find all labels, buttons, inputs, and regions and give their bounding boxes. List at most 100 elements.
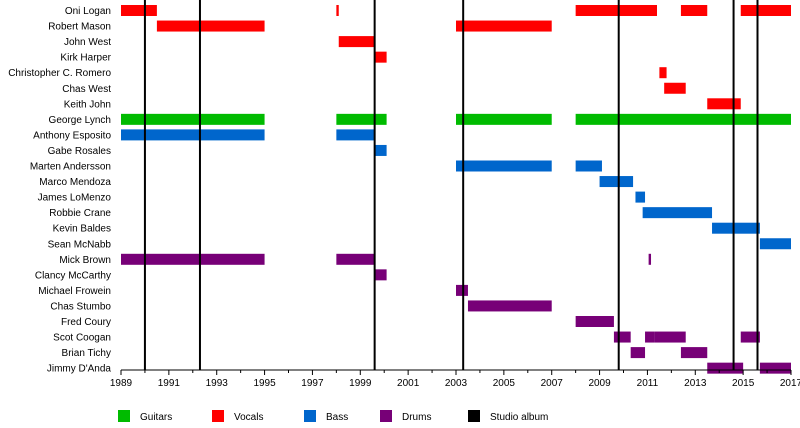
legend-label-studio-album: Studio album: [490, 412, 548, 423]
member-label-mick-brown: Mick Brown: [59, 255, 111, 266]
bar-jimmy-d-anda-drums-1: [707, 362, 744, 374]
member-label-kirk-harper: Kirk Harper: [60, 53, 111, 64]
member-label-fred-coury: Fred Coury: [61, 317, 111, 328]
legend: Guitars Vocals Bass Drums Studio album: [118, 410, 548, 423]
bar-marten-andersson-bass-1: [456, 160, 552, 172]
member-label-anthony-esposito: Anthony Esposito: [33, 130, 111, 141]
bar-mick-brown-drums-1: [121, 253, 265, 265]
bar-mick-brown-drums-3: [648, 253, 652, 265]
bar-brian-tichy-drums-1: [630, 347, 646, 359]
x-tick-label-2011: 2011: [637, 378, 659, 389]
bar-george-lynch-guitars-3: [456, 113, 552, 125]
bar-michael-frowein-drums-1: [456, 284, 468, 296]
x-tick-label-2013: 2013: [684, 378, 707, 389]
bar-marco-mendoza-bass-1: [599, 176, 634, 188]
x-tick-label-2001: 2001: [397, 378, 420, 389]
member-label-john-west: John West: [64, 37, 111, 48]
bar-robbie-crane-bass-1: [642, 207, 713, 219]
bar-chas-west-vocals-1: [664, 82, 686, 94]
legend-label-guitars: Guitars: [140, 412, 172, 423]
bar-oni-logan-vocals-5: [740, 5, 791, 16]
member-label-marco-mendoza: Marco Mendoza: [39, 177, 111, 188]
bar-gabe-rosales-bass-1: [374, 144, 387, 156]
member-label-marten-andersson: Marten Andersson: [30, 162, 111, 173]
legend-swatch-bass: [304, 410, 316, 422]
bar-anthony-esposito-bass-1: [121, 129, 265, 141]
bar-john-west-vocals-1: [338, 36, 375, 48]
legend-item-drums: Drums: [380, 410, 431, 423]
member-label-christopher-c-romero: Christopher C. Romero: [8, 68, 111, 79]
x-tick-label-1995: 1995: [253, 378, 276, 389]
bar-scot-coogan-drums-4: [740, 331, 760, 343]
x-tick-label-2017: 2017: [780, 378, 800, 389]
member-label-robbie-crane: Robbie Crane: [49, 208, 111, 219]
legend-swatch-drums: [380, 410, 392, 422]
member-label-robert-mason: Robert Mason: [48, 22, 111, 33]
member-label-michael-frowein: Michael Frowein: [38, 286, 111, 297]
x-tick-label-1989: 1989: [110, 378, 133, 389]
x-tick-label-2015: 2015: [732, 378, 755, 389]
x-tick-label-1999: 1999: [349, 378, 372, 389]
bar-christopher-c-romero-vocals-1: [659, 67, 667, 79]
bar-fred-coury-drums-1: [575, 316, 614, 327]
legend-label-drums: Drums: [402, 412, 431, 423]
member-label-sean-mcnabb: Sean McNabb: [48, 239, 112, 250]
x-tick-label-1991: 1991: [158, 378, 181, 389]
bar-chas-stumbo-drums-1: [467, 300, 552, 312]
bar-keith-john-vocals-1: [707, 98, 741, 110]
x-tick-label-2003: 2003: [445, 378, 468, 389]
member-label-scot-coogan: Scot Coogan: [53, 333, 111, 344]
bar-james-lomenzo-bass-1: [635, 191, 646, 203]
bar-oni-logan-vocals-1: [121, 5, 157, 16]
member-label-brian-tichy: Brian Tichy: [62, 348, 111, 359]
legend-item-vocals: Vocals: [212, 410, 263, 423]
member-label-oni-logan: Oni Logan: [65, 6, 111, 17]
legend-label-vocals: Vocals: [234, 412, 263, 423]
member-label-george-lynch: George Lynch: [49, 115, 111, 126]
member-label-clancy-mccarthy: Clancy McCarthy: [35, 270, 111, 281]
bar-oni-logan-vocals-4: [680, 5, 708, 16]
bar-scot-coogan-drums-2: [645, 331, 655, 343]
x-axis: 1989 1991 1993 1995 1997 1999 2001 2003 2005 2007…: [110, 369, 800, 389]
x-tick-label-1993: 1993: [206, 378, 229, 389]
bar-oni-logan-vocals-3: [575, 5, 657, 16]
legend-item-guitars: Guitars: [118, 410, 172, 423]
studio-album-lines: [143, 0, 759, 370]
legend-swatch-guitars: [118, 410, 130, 422]
legend-swatch-studio-album: [468, 410, 480, 422]
bar-clancy-mccarthy-drums-1: [374, 269, 387, 281]
bar-kevin-baldes-bass-1: [712, 222, 760, 234]
legend-item-studio-album: Studio album: [468, 410, 548, 423]
legend-label-bass: Bass: [326, 412, 348, 423]
member-label-kevin-baldes: Kevin Baldes: [53, 224, 111, 235]
legend-item-bass: Bass: [304, 410, 348, 423]
bar-mick-brown-drums-2: [336, 253, 375, 265]
bar-anthony-esposito-bass-2: [336, 129, 375, 141]
member-labels: Oni Logan Robert Mason John West Kirk Harpe…: [8, 6, 111, 375]
bar-george-lynch-guitars-4: [575, 113, 791, 125]
bar-sean-mcnabb-bass-1: [759, 238, 791, 250]
x-tick-label-2009: 2009: [588, 378, 611, 389]
bar-marten-andersson-bass-2: [575, 160, 602, 172]
legend-swatch-vocals: [212, 410, 224, 422]
x-tick-label-2007: 2007: [541, 378, 564, 389]
bars-layer: [121, 5, 791, 374]
bar-jimmy-d-anda-drums-2: [759, 362, 791, 374]
member-label-chas-west: Chas West: [62, 84, 111, 95]
bar-scot-coogan-drums-3: [654, 331, 686, 343]
x-tick-label-1997: 1997: [301, 378, 324, 389]
bar-brian-tichy-drums-2: [680, 347, 708, 359]
bar-george-lynch-guitars-1: [121, 113, 265, 125]
bar-kirk-harper-vocals-1: [374, 51, 387, 63]
x-tick-label-2005: 2005: [493, 378, 516, 389]
member-label-chas-stumbo: Chas Stumbo: [50, 301, 111, 312]
member-label-keith-john: Keith John: [64, 99, 111, 110]
bar-robert-mason-vocals-2: [456, 20, 552, 32]
bar-oni-logan-vocals-2: [336, 5, 339, 16]
member-label-gabe-rosales: Gabe Rosales: [48, 146, 111, 157]
member-label-james-lomenzo: James LoMenzo: [38, 193, 112, 204]
bar-robert-mason-vocals-1: [156, 20, 265, 32]
member-label-jimmy-d-anda: Jimmy D'Anda: [47, 364, 112, 375]
bar-george-lynch-guitars-2: [336, 113, 387, 125]
